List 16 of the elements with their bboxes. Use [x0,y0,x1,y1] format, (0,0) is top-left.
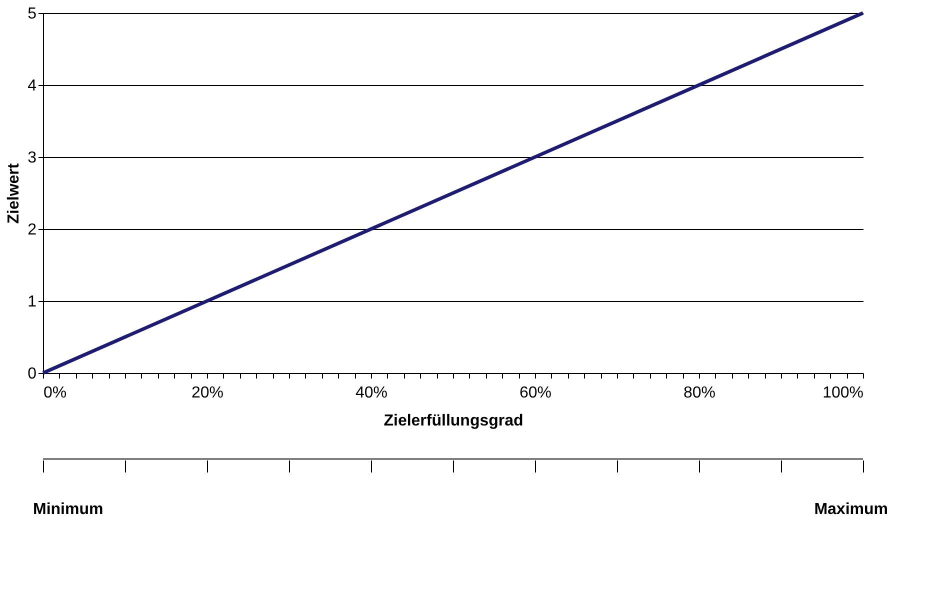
text: Minimum [33,501,104,518]
y-tick-label: 2 [28,222,37,238]
y-tick-label: 5 [28,6,37,22]
y-axis-title: Zielwert [6,162,23,224]
y-tick-label: 4 [28,78,37,94]
x-tick-label: 80% [683,384,716,402]
text: Maximum [814,501,888,518]
y-tick-label: 0 [28,366,37,382]
x-axis-title: Zielerfüllungsgrad [384,412,524,430]
x-tick-label: 20% [191,384,224,402]
x-tick-label: 100% [822,384,864,402]
y-tick-label: 3 [28,150,37,166]
x-tick-label: 60% [519,384,552,402]
x-tick-label: 0% [44,384,67,402]
y-tick-label: 1 [28,294,37,310]
x-tick-label: 40% [355,384,388,402]
